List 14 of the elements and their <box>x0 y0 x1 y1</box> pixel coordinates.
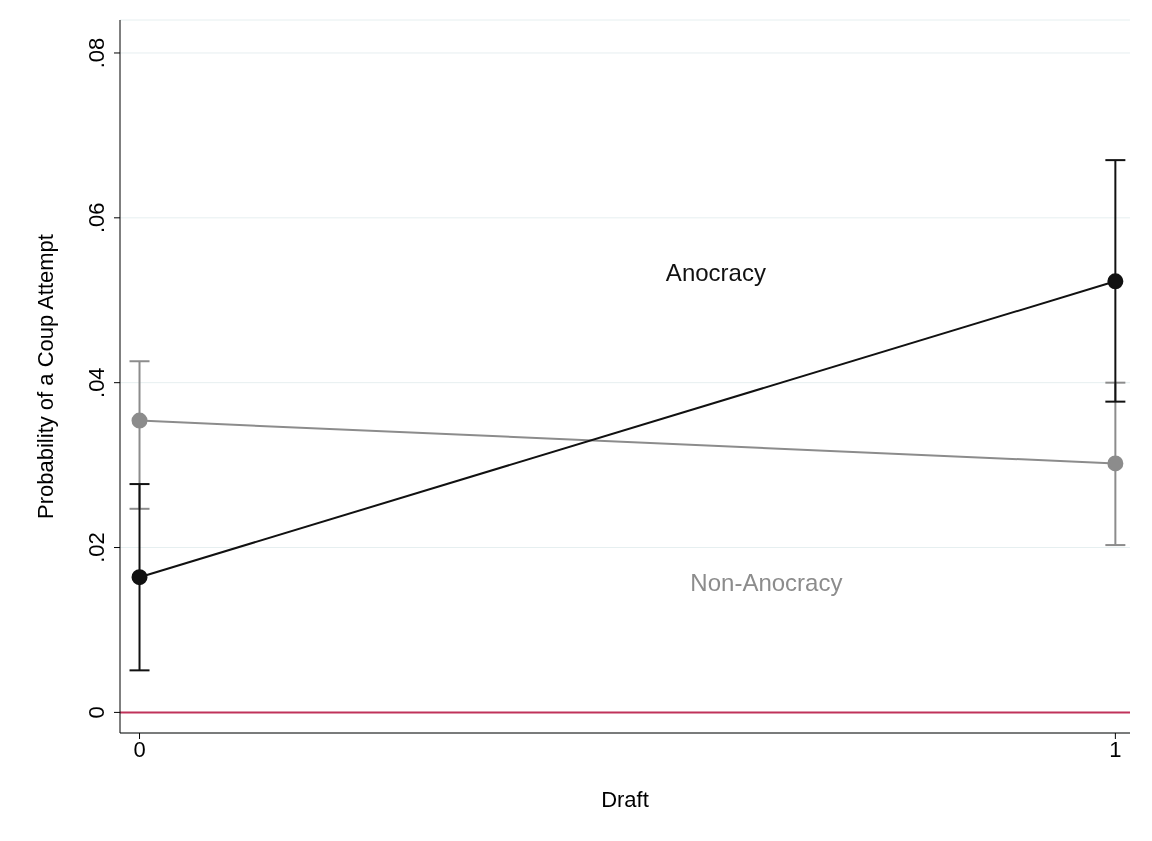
y-tick-label: 0 <box>84 706 109 719</box>
text: Anocracy <box>665 259 766 288</box>
point <box>1107 273 1124 290</box>
point <box>131 569 148 586</box>
y-tick-label: .08 <box>84 37 109 69</box>
y-tick-label: .02 <box>84 532 109 563</box>
y-tick-label: .04 <box>84 367 109 398</box>
point <box>131 412 148 429</box>
x-axis-title: Draft <box>601 786 649 812</box>
point <box>1107 455 1124 472</box>
y-tick-label: .06 <box>84 202 109 234</box>
text: Non-Anocracy <box>690 569 843 598</box>
y-axis-title: Probability of a Coup Attempt <box>32 234 58 519</box>
x-tick-label: 1 <box>1109 736 1122 762</box>
